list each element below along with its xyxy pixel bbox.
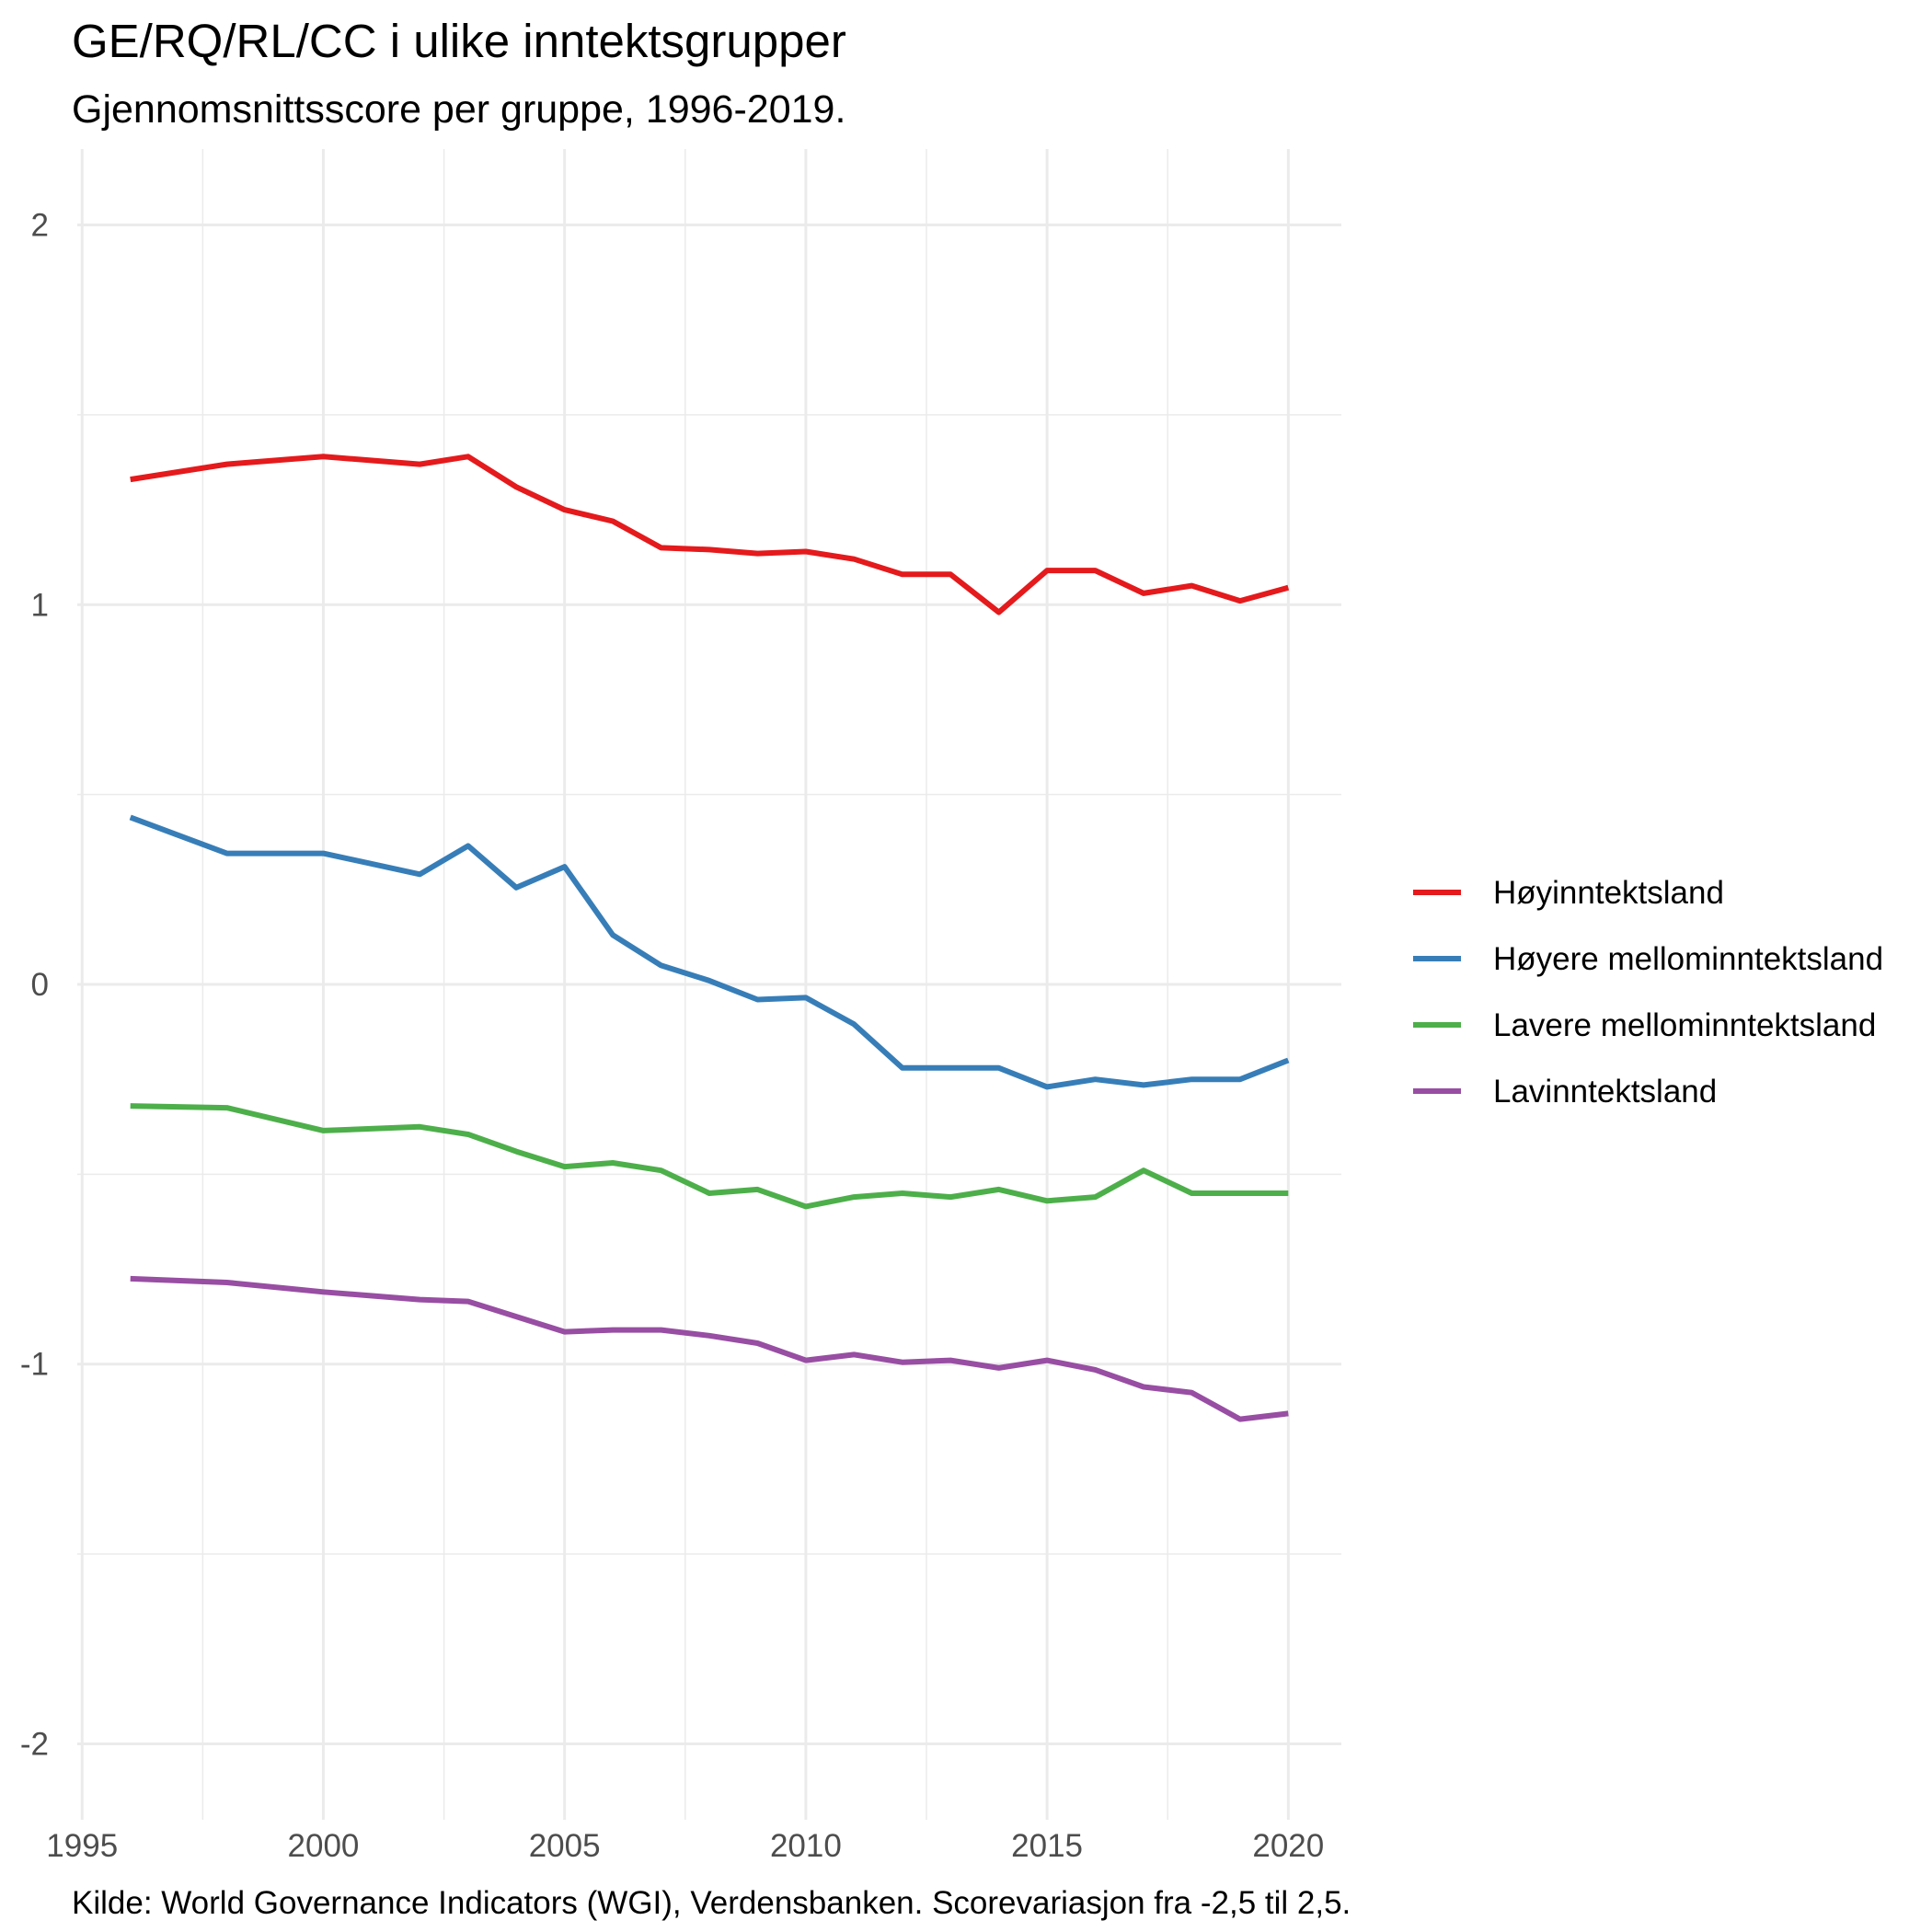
x-tick-label: 2000 bbox=[288, 1828, 360, 1864]
x-tick-label: 2010 bbox=[770, 1828, 842, 1864]
series-1 bbox=[129, 814, 1290, 1090]
x-tick-label: 1995 bbox=[46, 1828, 118, 1864]
series-2 bbox=[130, 1103, 1289, 1210]
legend-item: Lavinntektsland bbox=[1413, 1074, 1717, 1110]
legend-item: Lavere mellominntektsland bbox=[1413, 1007, 1876, 1043]
series-line bbox=[130, 1103, 1289, 1210]
chart-title: GE/RQ/RL/CC i ulike inntektsgrupper bbox=[72, 15, 846, 67]
plot-panel: 1995 2000 2005 2010 2015 2020 2 1 0 -1 -2 bbox=[20, 149, 1341, 1864]
legend-item: Høyinntektsland bbox=[1413, 875, 1724, 911]
legend-label: Lavinntektsland bbox=[1493, 1074, 1717, 1110]
legend-label: Lavere mellominntektsland bbox=[1493, 1007, 1876, 1043]
y-tick-label: 0 bbox=[31, 967, 49, 1003]
y-tick-label: -1 bbox=[20, 1347, 49, 1383]
series-line bbox=[129, 814, 1290, 1090]
series-0 bbox=[130, 454, 1290, 615]
series-line bbox=[130, 454, 1290, 615]
y-tick-label: 1 bbox=[31, 587, 49, 623]
x-tick-label: 2005 bbox=[529, 1828, 601, 1864]
chart-subtitle: Gjennomsnittsscore per gruppe, 1996-2019… bbox=[72, 87, 845, 132]
y-tick-label: 2 bbox=[31, 208, 49, 244]
x-tick-label: 2015 bbox=[1011, 1828, 1083, 1864]
chart-caption: Kilde: World Governance Indicators (WGI)… bbox=[72, 1885, 1351, 1921]
legend-label: Høyere mellominntektsland bbox=[1493, 941, 1883, 977]
series-line bbox=[130, 1275, 1289, 1422]
y-tick-label: -2 bbox=[20, 1726, 49, 1762]
legend-item: Høyere mellominntektsland bbox=[1413, 941, 1883, 977]
legend: Høyinntektsland Høyere mellominntektsland… bbox=[1413, 875, 1883, 1110]
series-3 bbox=[130, 1275, 1289, 1422]
legend-label: Høyinntektsland bbox=[1493, 875, 1724, 911]
x-tick-label: 2020 bbox=[1252, 1828, 1324, 1864]
